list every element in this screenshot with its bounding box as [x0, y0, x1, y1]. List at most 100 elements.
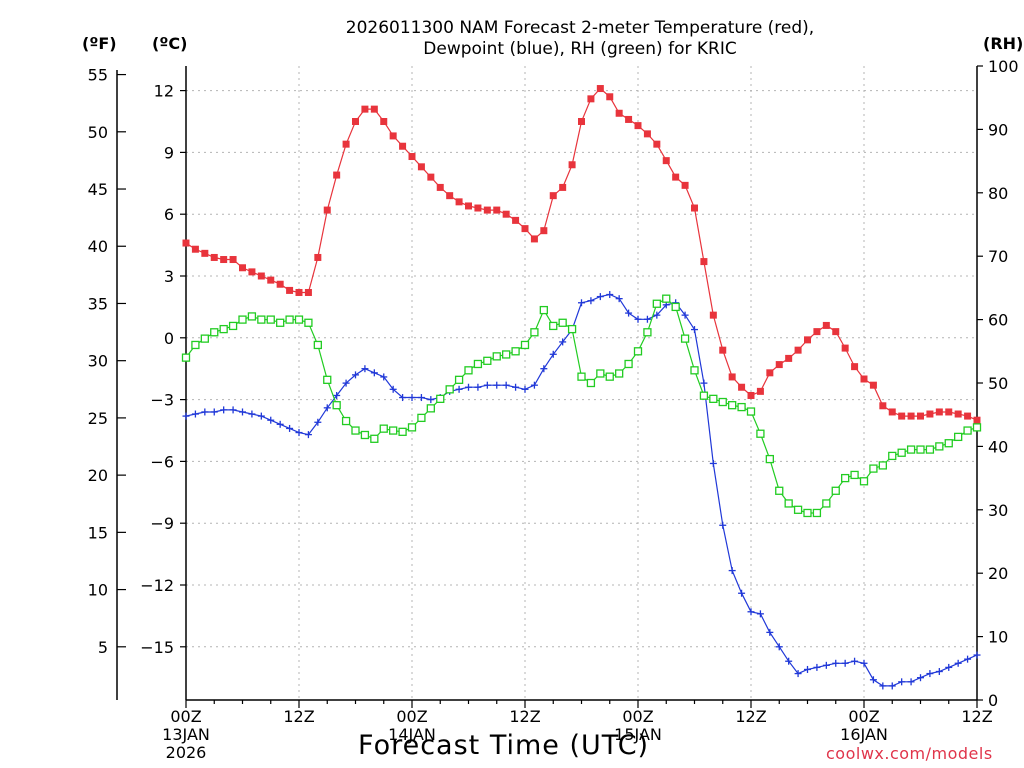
dewpoint-point [841, 659, 849, 667]
dewpoint-point [813, 663, 821, 671]
temperature-point [700, 258, 708, 266]
temperature-point [248, 268, 256, 276]
temperature-point [691, 204, 698, 212]
dewpoint-point [606, 291, 614, 299]
dewpoint-point [578, 299, 585, 307]
temperature-point [813, 328, 821, 336]
temperature-point [239, 264, 246, 272]
dewpoint-point [239, 408, 246, 416]
temperature-point [333, 171, 341, 179]
dewpoint-point [465, 383, 472, 391]
rh-unit-label: (RH) [983, 34, 1024, 53]
dewpoint-point [370, 369, 378, 377]
chart-title-line-2: Dewpoint (blue), RH (green) for KRIC [423, 39, 737, 59]
dewpoint-point [615, 295, 623, 303]
temperature-point [436, 183, 444, 191]
rh-point [831, 486, 840, 495]
rh-point [181, 353, 191, 362]
temperature-series [182, 85, 981, 424]
rh-point [454, 375, 464, 384]
temperature-point [719, 346, 727, 354]
temperature-point [596, 85, 604, 93]
dewpoint-point [596, 293, 604, 301]
dewpoint-point [352, 371, 359, 379]
time-tick-label: 12Z [283, 707, 314, 726]
celsius-tick-label: 12 [154, 82, 174, 101]
dewpoint-point [888, 682, 896, 690]
temperature-point [483, 206, 491, 214]
rh-point [728, 401, 737, 410]
chart-title-line-1: 2026011300 NAM Forecast 2-meter Temperat… [345, 18, 815, 38]
rh-tick-label: 30 [988, 501, 1008, 520]
temperature-point [926, 410, 934, 418]
dewpoint-point [455, 385, 463, 393]
temperature-point [568, 161, 576, 169]
temperature-point [361, 105, 369, 113]
fahrenheit-tick-label: 35 [88, 294, 108, 313]
dewpoint-point [295, 429, 303, 437]
temperature-point [709, 311, 717, 319]
rh-point [285, 315, 294, 324]
dewpoint-point [879, 682, 887, 690]
rh-point [219, 324, 228, 334]
rh-point [775, 486, 784, 495]
temperature-point [747, 391, 755, 399]
rh-point [850, 470, 859, 480]
temperature-point [380, 118, 388, 125]
temperature-point [681, 181, 689, 189]
rh-tick-label: 90 [988, 120, 1008, 139]
celsius-tick-label: −12 [140, 576, 174, 595]
rh-point [803, 508, 812, 518]
rh-point [690, 366, 699, 375]
temperature-point [370, 105, 378, 113]
fahrenheit-tick-label: 50 [88, 123, 108, 142]
rh-tick-label: 50 [988, 374, 1008, 393]
temperature-point [220, 256, 228, 264]
time-tick-label: 00Z [848, 707, 879, 726]
dewpoint-point [521, 385, 529, 393]
rh-point [615, 369, 624, 378]
rh-point [812, 508, 822, 518]
dewpoint-point [973, 651, 981, 659]
dewpoint-point [530, 381, 538, 389]
rh-point [247, 312, 257, 321]
dewpoint-point [634, 315, 642, 323]
temperature-point [775, 361, 783, 369]
rh-point [963, 426, 972, 435]
rh-point [210, 328, 219, 337]
dewpoint-point [700, 379, 708, 387]
rh-point [200, 334, 209, 343]
dewpoint-point [709, 459, 717, 467]
rh-point [577, 372, 586, 381]
rh-point [276, 318, 285, 327]
celsius-tick-label: 0 [164, 329, 174, 348]
dewpoint-point [653, 311, 661, 319]
temperature-point [879, 402, 887, 410]
dewpoint-point [474, 383, 482, 391]
temperature-point [766, 369, 774, 377]
rh-series [181, 294, 982, 518]
dewpoint-point [822, 661, 830, 669]
temperature-point [399, 142, 407, 150]
rh-point [520, 340, 530, 350]
temperature-point [634, 122, 642, 130]
temperature-point [446, 192, 454, 200]
rh-point [360, 430, 370, 440]
temperature-point [521, 225, 529, 233]
rh-point [567, 324, 577, 334]
rh-point [746, 407, 756, 416]
temperature-point [512, 216, 520, 224]
time-tick-label: 00Z [170, 707, 201, 726]
dewpoint-point [483, 381, 491, 389]
fahrenheit-tick-label: 10 [88, 581, 108, 600]
temperature-point [888, 408, 896, 416]
temperature-point [794, 346, 802, 354]
rh-point [624, 359, 633, 369]
fahrenheit-tick-label: 40 [88, 237, 108, 256]
dewpoint-point [512, 383, 520, 391]
rh-point [398, 427, 407, 436]
dewpoint-point [691, 326, 698, 334]
dewpoint-point [954, 659, 962, 667]
rh-point [313, 340, 322, 350]
